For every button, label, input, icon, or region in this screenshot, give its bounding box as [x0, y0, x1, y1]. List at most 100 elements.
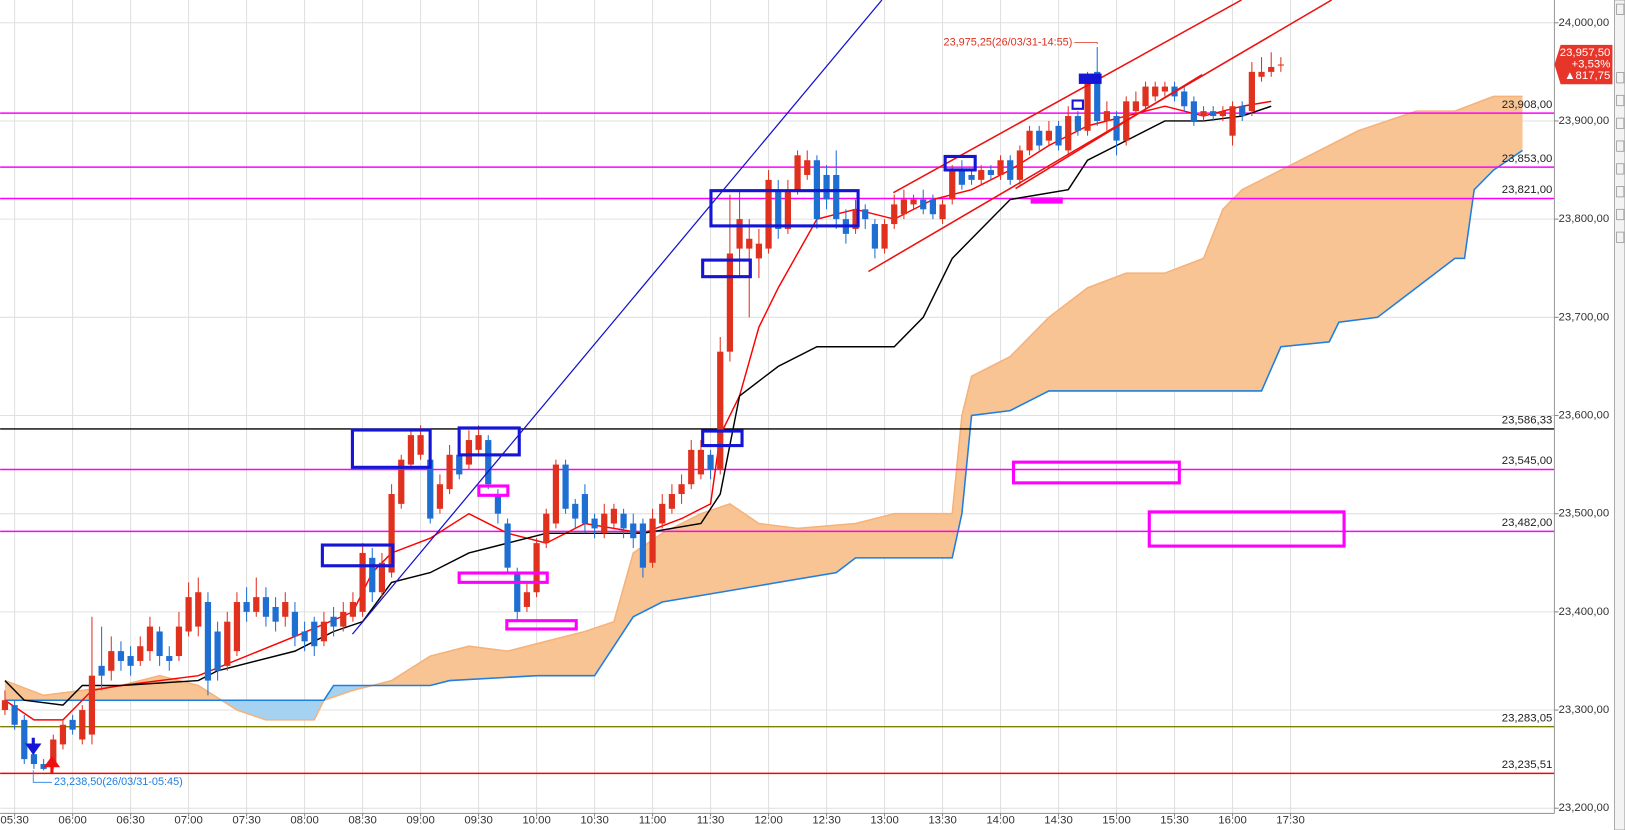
x-tick-label: 14:30: [1044, 815, 1072, 827]
candle-body: [523, 592, 531, 607]
box: [1011, 460, 1181, 485]
tool-button[interactable]: [1616, 94, 1625, 107]
level-label: 23,235,51: [1502, 759, 1553, 771]
down-arrow: [25, 737, 42, 755]
candle-body: [137, 646, 144, 661]
candle-body: [340, 611, 347, 627]
candle-body: [562, 464, 569, 509]
candle-body: [369, 557, 376, 593]
drawings: [25, 0, 1346, 774]
x-tick-label: 15:00: [1102, 815, 1130, 827]
candle-body: [195, 592, 202, 627]
candle-body: [427, 459, 434, 519]
x-tick-label: 13:00: [870, 815, 898, 827]
candle-body: [30, 754, 38, 765]
candle-body: [1016, 150, 1023, 180]
candle-body: [175, 626, 183, 657]
candle-body: [1248, 71, 1255, 112]
candle-body: [581, 494, 589, 524]
tool-button[interactable]: [1616, 72, 1625, 84]
x-tick-label: 06:00: [58, 815, 86, 827]
box: [709, 189, 860, 228]
candle-body: [601, 513, 608, 534]
tool-button[interactable]: [1616, 231, 1625, 243]
cloud: [4, 95, 1523, 721]
candle-body: [224, 621, 231, 666]
y-tick-label: 23,300,00: [1559, 704, 1610, 716]
candle-body: [746, 238, 753, 249]
candle-body: [1181, 91, 1188, 107]
candle-body: [494, 494, 502, 514]
y-tick-label: 23,200,00: [1559, 802, 1610, 814]
candle-body: [939, 204, 946, 220]
candle-body: [678, 484, 685, 495]
trend-line: [868, 0, 1333, 273]
tool-button[interactable]: [1616, 208, 1625, 221]
candle-body: [214, 631, 221, 671]
candle-body: [407, 435, 415, 465]
level-label: 23,283,05: [1502, 712, 1553, 724]
candle-body: [204, 602, 212, 681]
low-note-leader: [32, 770, 52, 783]
box: [1078, 73, 1102, 84]
candle-body: [1219, 111, 1226, 117]
candle-body: [707, 454, 714, 470]
candle-body: [117, 651, 125, 661]
tool-button[interactable]: [1616, 3, 1625, 15]
toolbar: [1614, 0, 1625, 830]
high-note-leader: [1074, 42, 1098, 44]
last-price-label: 23,957,50: [1560, 47, 1611, 59]
candle-body: [852, 209, 859, 229]
tool-button[interactable]: [1616, 186, 1625, 198]
x-tick-label: 17:30: [1276, 815, 1304, 827]
candle-body: [272, 606, 279, 622]
tool-button[interactable]: [1616, 117, 1625, 129]
candle-body: [514, 572, 521, 612]
candle-body: [359, 552, 366, 612]
y-tick-label: 23,600,00: [1559, 410, 1610, 422]
candle-body: [301, 631, 308, 642]
level-label: 23,545,00: [1502, 455, 1553, 467]
x-tick-label: 08:00: [290, 815, 318, 827]
box: [505, 619, 578, 631]
candle-body: [804, 160, 811, 175]
candle-body: [1277, 64, 1284, 66]
candle-body: [59, 724, 67, 745]
candle-body: [98, 665, 105, 676]
up-arrow: [43, 755, 61, 774]
candle-body: [823, 174, 830, 200]
candle-body: [833, 174, 840, 220]
candle-body: [388, 494, 395, 573]
candle-body: [108, 651, 115, 671]
candle-body: [1026, 130, 1033, 151]
x-tick-label: 07:00: [174, 815, 202, 827]
candle-body: [436, 484, 444, 509]
last-price-tag: [1554, 44, 1613, 85]
candle-body: [533, 543, 540, 593]
candle-body: [649, 518, 656, 563]
candle-body: [21, 719, 28, 760]
box: [701, 429, 744, 448]
tool-button[interactable]: [1616, 140, 1625, 152]
indicator-line: [4, 100, 1272, 721]
candle-body: [1190, 101, 1197, 121]
candle-body: [910, 199, 917, 205]
candle-body: [591, 518, 598, 529]
candle-body: [552, 464, 560, 524]
low-note: 23,238,50(26/03/31-05:45): [54, 776, 183, 788]
cloud-span: [4, 149, 1523, 701]
candle-body: [1142, 86, 1149, 107]
candle-body: [668, 494, 676, 509]
box: [1071, 99, 1084, 110]
box: [943, 154, 977, 172]
tool-button[interactable]: [1616, 163, 1625, 175]
candle-body: [456, 454, 463, 475]
candle-body: [1065, 116, 1072, 151]
candle-body: [417, 435, 424, 455]
candle-body: [349, 602, 357, 617]
box: [1147, 510, 1346, 548]
candle-body: [997, 160, 1004, 175]
candle-body: [253, 597, 260, 612]
candle-body: [166, 656, 173, 661]
